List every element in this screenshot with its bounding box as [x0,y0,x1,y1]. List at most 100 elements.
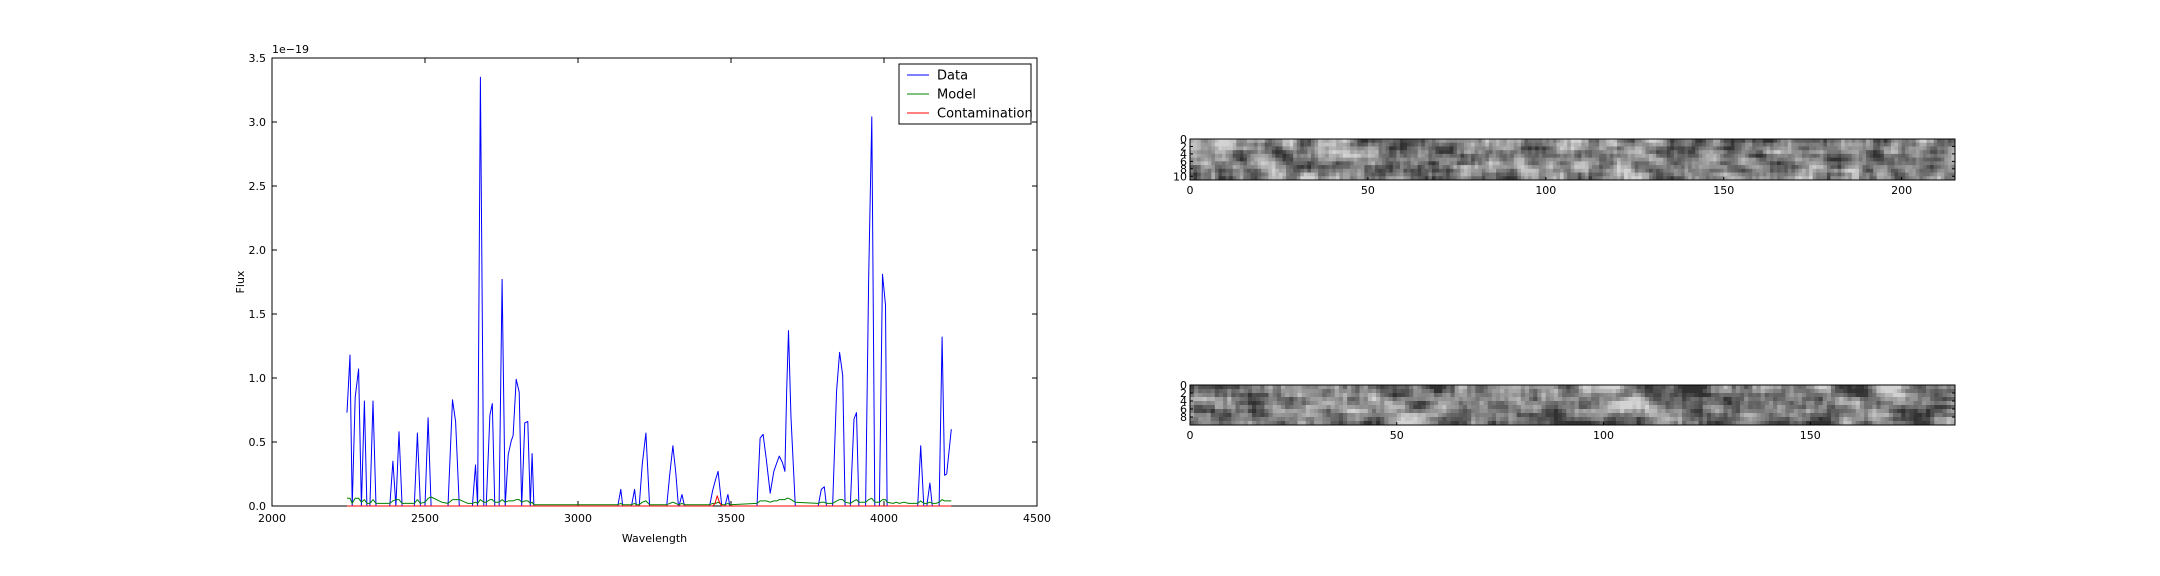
image-pixel [1802,389,1807,394]
image-pixel [1909,413,1915,418]
image-pixel [1471,413,1476,418]
image-pixel [1702,153,1707,159]
image-pixel [1677,153,1682,159]
image-pixel [1665,385,1671,390]
image-pixel [1343,409,1348,414]
image-pixel [1670,150,1675,155]
image-pixel [1376,409,1381,414]
image-pixel [1946,397,1952,402]
image-pixel [1549,150,1554,155]
image-pixel [1826,385,1832,390]
image-pixel [1431,150,1436,155]
image-pixel [1303,146,1308,151]
image-pixel [1499,150,1504,155]
image-pixel [1574,168,1579,173]
image-pixel [1414,172,1419,177]
image-pixel [1876,168,1881,173]
image-pixel [1483,413,1489,418]
image-pixel [1780,157,1785,162]
image-pixel [1752,389,1757,394]
image-pixel [1545,421,1551,425]
image-pixel [1278,153,1283,159]
image-pixel [1684,157,1689,162]
image-pixel [1405,389,1410,394]
image-pixel [1400,385,1406,390]
image-pixel [1206,385,1212,390]
image-pixel [1392,168,1397,173]
image-pixel [1905,393,1910,398]
image-pixel [1666,176,1671,180]
image-pixel [1719,393,1724,398]
image-pixel [1360,139,1365,144]
image-pixel [1351,417,1356,422]
image-pixel [1595,409,1600,414]
image-pixel [1417,397,1422,402]
image-pixel [1504,385,1509,390]
image-pixel [1496,413,1501,418]
image-pixel [1303,165,1308,170]
image-pixel [1396,168,1401,173]
image-pixel [1409,417,1414,422]
image-pixel [1257,157,1262,162]
image-pixel [1727,397,1733,402]
image-pixel [1731,413,1737,418]
image-pixel [1592,139,1597,144]
image-pixel [1367,401,1373,406]
image-pixel [1884,393,1890,398]
image-pixel [1268,389,1274,394]
image-pixel [1631,176,1636,180]
image-pixel [1467,389,1472,394]
image-pixel [1364,142,1369,147]
image-pixel [1951,176,1955,180]
image-pixel [1570,153,1575,159]
image-pixel [1908,165,1913,170]
image-pixel [1709,176,1714,180]
image-pixel [1581,139,1586,144]
image-pixel [1810,409,1815,414]
image-pixel [1698,176,1703,180]
image-pixel [1735,401,1741,406]
image-pixel [1940,168,1945,173]
image-pixel [1462,417,1468,422]
image-pixel [1756,421,1762,425]
image-pixel [1609,157,1614,162]
image-pixel [1756,417,1762,422]
image-pixel [1371,165,1376,170]
spectrum-plot: 2000 2500 3000 3500 4000 4500 0.00.51.01.52.0… [234,43,1051,545]
image-pixel [1471,389,1476,394]
image-pixel [1890,139,1895,144]
image-pixel [1905,165,1910,170]
image-pixel [1848,146,1853,151]
image-pixel [1805,146,1810,151]
image-pixel [1905,417,1910,422]
image-pixel [1446,401,1451,406]
image-pixel [1814,409,1819,414]
image-pixel [1400,421,1406,425]
image-pixel [1773,172,1778,177]
image-pixel [1798,168,1803,173]
image-pixel [1218,157,1223,162]
image-pixel [1190,409,1195,414]
image-pixel [1355,385,1360,390]
image-pixel [1926,409,1931,414]
image-pixel [1595,161,1600,166]
image-pixel [1930,157,1935,162]
image-pixel [1410,165,1415,170]
image-pixel [1382,172,1387,177]
image-pixel [1887,150,1892,155]
image-pixel [1826,409,1832,414]
image-pixel [1752,405,1757,410]
image-pixel [1442,153,1447,159]
image-pixel [1350,157,1355,162]
image-pixel [1868,389,1873,394]
image-pixel [1657,401,1662,406]
image-pixel [1346,153,1351,159]
image-pixel [1496,142,1500,147]
image-pixel [1734,157,1739,162]
image-pixel [1542,176,1547,180]
image-pixel [1363,393,1369,398]
image-pixel [1371,397,1377,402]
image-pixel [1198,413,1203,418]
image-pixel [1478,150,1483,155]
image-pixel [1768,401,1774,406]
